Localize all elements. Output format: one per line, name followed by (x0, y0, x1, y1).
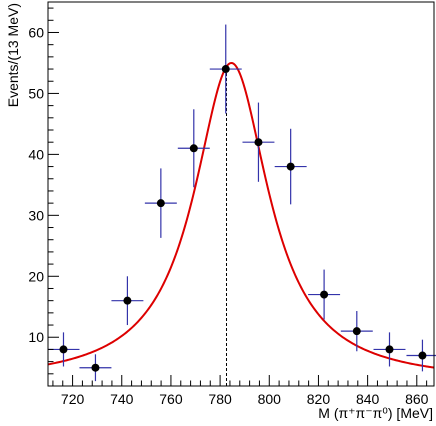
data-point (156, 199, 165, 208)
x-tick-label: 820 (307, 391, 331, 407)
data-point-group (79, 354, 112, 382)
data-point (254, 138, 263, 147)
plot-frame (47, 1, 435, 387)
x-tick-label: 760 (159, 391, 183, 407)
y-tick-label: 60 (28, 24, 44, 40)
data-point (189, 144, 198, 153)
data-point (59, 345, 68, 354)
fit-curve (48, 61, 434, 369)
data-point (91, 363, 100, 372)
data-point (320, 290, 329, 299)
y-tick-label: 20 (28, 268, 44, 284)
y-tick-label: 10 (28, 329, 44, 345)
data-point (286, 162, 295, 171)
data-point-group (177, 109, 210, 188)
data-point-group (242, 102, 275, 182)
fit-curve-layer (48, 61, 434, 369)
data-point-group (274, 128, 307, 205)
data-point-group (340, 311, 373, 352)
x-tick-label: 720 (61, 391, 85, 407)
x-tick-label: 860 (405, 391, 429, 407)
data-point (385, 345, 394, 354)
data-point (352, 327, 361, 336)
data-point-group (308, 269, 341, 320)
x-tick-label: 840 (356, 391, 380, 407)
x-tick-label: 780 (208, 391, 232, 407)
data-point-group (406, 339, 436, 372)
y-tick-label: 50 (28, 85, 44, 101)
x-tick-label: 800 (258, 391, 282, 407)
x-axis-label: M (π⁺π⁻π⁰) [MeV] (318, 405, 433, 421)
axes: 720 740 760 780 800 820 840 860 10 20 30 40 50 60 (28, 1, 435, 407)
data-point (123, 296, 132, 305)
data-points-layer (47, 24, 436, 382)
data-point-group (144, 168, 177, 238)
data-point-group (209, 24, 242, 114)
data-point-group (373, 332, 406, 367)
y-axis-label: Events/(13 MeV) (5, 3, 21, 107)
data-point-group (111, 276, 144, 326)
y-tick-label: 30 (28, 207, 44, 223)
x-tick-label: 740 (110, 391, 134, 407)
data-point (221, 65, 230, 74)
data-point (418, 351, 427, 360)
y-tick-label: 40 (28, 146, 44, 162)
